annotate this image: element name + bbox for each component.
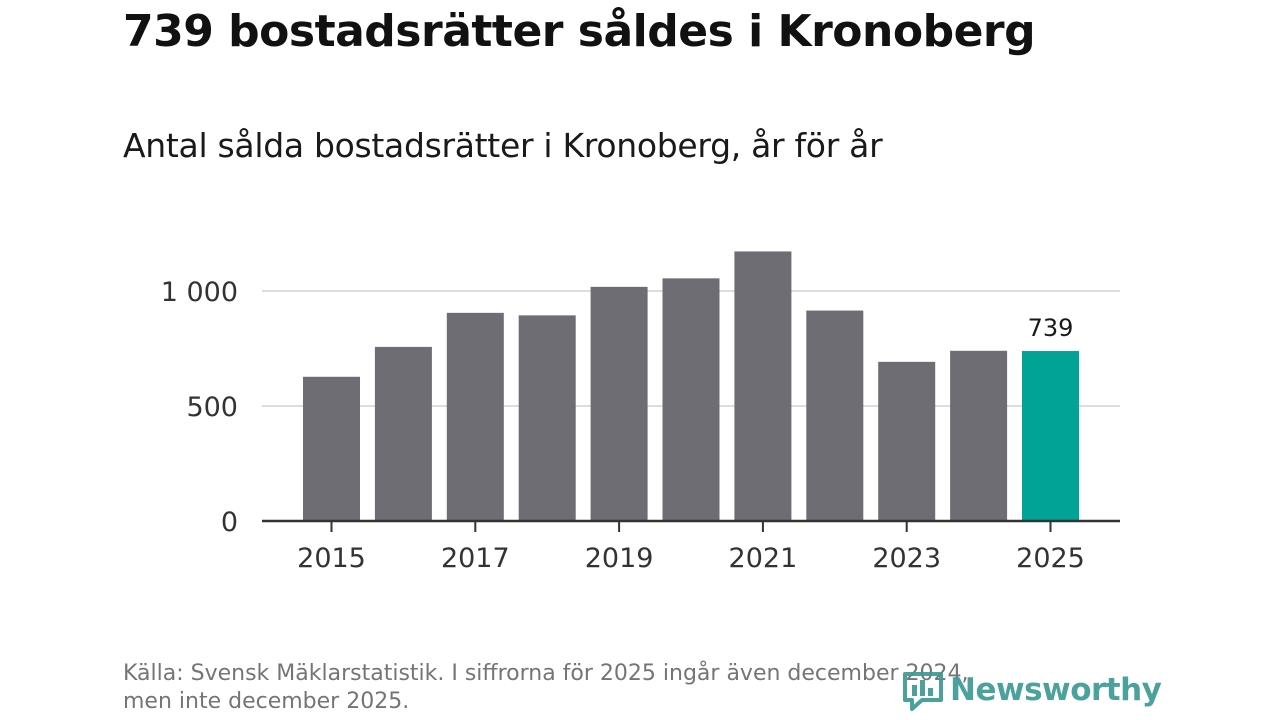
bar-2021 <box>734 251 792 521</box>
data-label-2025: 739 <box>1028 314 1074 342</box>
x-tick-label-2021: 2021 <box>729 543 798 574</box>
bar-2015 <box>303 376 360 521</box>
bar-2019 <box>590 286 648 521</box>
bar-2020 <box>662 278 720 521</box>
source-note-line-1: Källa: Svensk Mäklarstatistik. I siffror… <box>123 661 969 686</box>
bar-2016 <box>374 346 432 521</box>
bar-2023 <box>878 361 936 521</box>
chart-title: 739 bostadsrätter såldes i Kronoberg <box>123 6 1036 57</box>
bar-2018 <box>518 315 576 521</box>
logo-text: Newsworthy <box>950 672 1162 708</box>
source-note: Källa: Svensk Mäklarstatistik. I siffror… <box>123 660 1123 716</box>
bar-2025 <box>1022 351 1079 521</box>
x-tick-label-2017: 2017 <box>441 543 510 574</box>
y-tick-label-0: 0 <box>221 507 238 538</box>
source-note-line-2: men inte december 2025. <box>123 689 410 714</box>
x-tick-label-2019: 2019 <box>585 543 654 574</box>
bar-2024 <box>950 350 1008 521</box>
x-tick-label-2025: 2025 <box>1016 543 1085 574</box>
newsworthy-logo-icon <box>903 672 943 711</box>
bar-2017 <box>446 312 504 521</box>
newsworthy-logo: Newsworthy <box>902 668 1162 712</box>
bar-2022 <box>806 310 864 521</box>
chart-subtitle: Antal sålda bostadsrätter i Kronoberg, å… <box>123 126 883 165</box>
x-tick-label-2015: 2015 <box>297 543 366 574</box>
y-tick-label-500: 500 <box>186 392 238 423</box>
x-tick-label-2023: 2023 <box>872 543 941 574</box>
y-tick-label-1000: 1 000 <box>161 277 238 308</box>
